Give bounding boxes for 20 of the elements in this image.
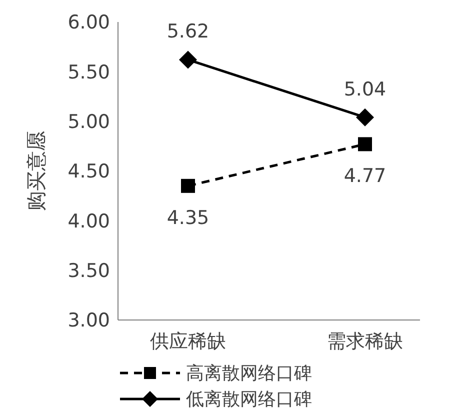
legend-label: 低离散网络口碑 <box>186 388 312 411</box>
data-label: 5.62 <box>166 20 210 43</box>
y-tick-label: 3.50 <box>68 260 110 282</box>
y-axis-title: 购买意愿 <box>24 131 48 211</box>
point <box>358 137 372 152</box>
y-tick-label: 4.50 <box>68 160 110 183</box>
x-tick-label: 供应稀缺 <box>150 330 226 352</box>
data-label: 4.77 <box>344 165 386 188</box>
y-tick-label: 6.00 <box>68 12 110 34</box>
data-label: 4.35 <box>166 206 210 229</box>
y-tick-label: 5.50 <box>68 61 110 84</box>
y-tick-label: 4.00 <box>68 210 110 232</box>
data-label: 5.04 <box>344 78 386 100</box>
legend-label: 高离散网络口碑 <box>186 362 312 385</box>
point <box>181 178 195 193</box>
point <box>179 50 197 69</box>
x-tick-label: 需求稀缺 <box>327 330 403 352</box>
y-tick-label: 5.00 <box>68 111 110 134</box>
y-tick-label: 3.00 <box>68 310 110 332</box>
point <box>356 108 374 126</box>
